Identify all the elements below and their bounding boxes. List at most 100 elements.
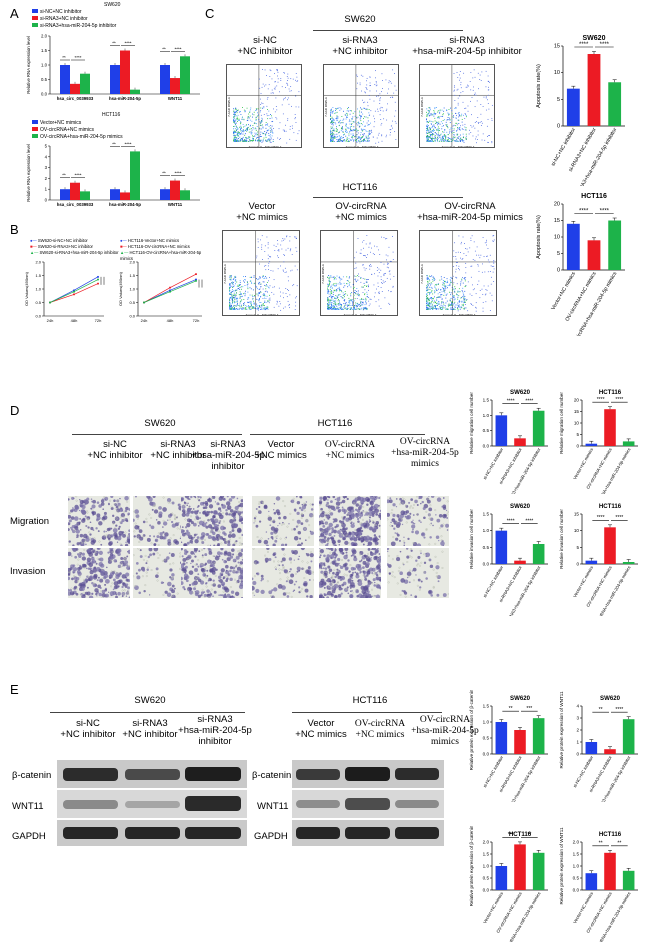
event-dot [464, 113, 466, 114]
event-dot [457, 119, 459, 121]
cell-stain [305, 501, 308, 503]
event-dot [344, 285, 346, 287]
event-dot [366, 140, 368, 142]
event-dot [433, 113, 435, 115]
event-dot [363, 286, 364, 288]
event-dot [264, 251, 266, 252]
event-dot [295, 247, 297, 249]
event-dot [332, 134, 334, 136]
event-dot [229, 290, 231, 291]
event-dot [475, 293, 477, 295]
event-dot [489, 81, 490, 83]
event-dot [455, 113, 457, 114]
event-dot [376, 95, 377, 97]
event-dot [230, 308, 232, 310]
event-dot [241, 140, 243, 142]
event-dot [427, 140, 429, 141]
legend-label: HCT116-Vector+NC mimics [127, 238, 180, 243]
event-dot [355, 275, 357, 277]
event-dot [489, 254, 491, 256]
event-dot [327, 303, 328, 305]
cell-stain [125, 578, 129, 582]
event-dot [274, 86, 276, 88]
cell-stain [107, 559, 112, 564]
event-dot [380, 110, 382, 111]
event-dot [437, 133, 439, 135]
cell-stain [108, 591, 110, 593]
event-dot [427, 278, 429, 280]
event-dot [467, 105, 469, 107]
cell-stain [183, 501, 187, 505]
event-dot [246, 130, 248, 132]
event-dot [427, 307, 429, 309]
event-dot [358, 308, 360, 310]
event-dot [394, 101, 396, 103]
cell-stain [92, 499, 96, 504]
panel-a-bottom-legend: Vector+NC mimics OV-circRNA+NC mimics OV… [32, 120, 123, 141]
event-dot [464, 277, 465, 279]
event-dot [349, 302, 351, 304]
event-dot [329, 284, 330, 286]
event-dot [271, 292, 273, 293]
event-dot [392, 127, 393, 129]
event-dot [244, 125, 246, 127]
event-dot [272, 286, 274, 288]
event-dot [379, 100, 381, 102]
event-dot [331, 287, 333, 289]
event-dot [327, 291, 329, 293]
cell-stain [232, 524, 237, 529]
event-dot [433, 133, 435, 135]
event-dot [239, 126, 241, 128]
d-sw620-title: SW620 [144, 418, 176, 429]
event-dot [328, 279, 330, 281]
event-dot [442, 301, 444, 303]
event-dot [439, 135, 441, 137]
legend-item: ▲— HCT116-OV-circRNA+hsa-miR-204-5p mimi… [120, 250, 202, 261]
event-dot [427, 286, 428, 287]
cell-stain [212, 531, 216, 536]
event-dot [352, 308, 354, 310]
event-dot [337, 132, 339, 134]
event-dot [236, 134, 238, 136]
event-dot [338, 132, 340, 134]
cell-stain [440, 541, 445, 546]
event-dot [263, 295, 265, 297]
event-dot [436, 129, 438, 131]
cell-stain [116, 541, 119, 543]
event-dot [332, 296, 334, 298]
series-line [49, 283, 99, 303]
membrane-pore [222, 520, 225, 523]
cell-stain [84, 499, 88, 503]
event-dot [256, 137, 257, 139]
event-dot [348, 300, 350, 302]
event-dot [267, 258, 269, 260]
cell-stain [74, 579, 78, 584]
event-dot [343, 133, 345, 135]
event-dot [288, 88, 290, 90]
event-dot [447, 119, 449, 120]
membrane-pore [211, 497, 214, 500]
event-dot [386, 238, 388, 239]
cell-stain [342, 532, 345, 535]
event-dot [234, 140, 236, 142]
event-dot [270, 70, 272, 72]
event-dot [337, 118, 339, 120]
event-dot [362, 113, 364, 115]
event-dot [292, 127, 293, 129]
event-dot [461, 113, 463, 115]
y-axis-label: Apoptosis rate(%) [536, 215, 542, 259]
cell-stain [138, 529, 143, 533]
event-dot [474, 122, 476, 123]
event-dot [287, 77, 289, 79]
event-dot [238, 140, 240, 142]
event-dot [455, 304, 457, 306]
event-dot [356, 140, 358, 142]
event-dot [470, 100, 471, 102]
event-dot [433, 277, 435, 279]
event-dot [246, 107, 248, 109]
membrane-pore [261, 500, 264, 503]
data-point [97, 278, 99, 281]
event-dot [434, 108, 436, 110]
event-dot [328, 291, 330, 293]
cell-stain [378, 496, 381, 500]
